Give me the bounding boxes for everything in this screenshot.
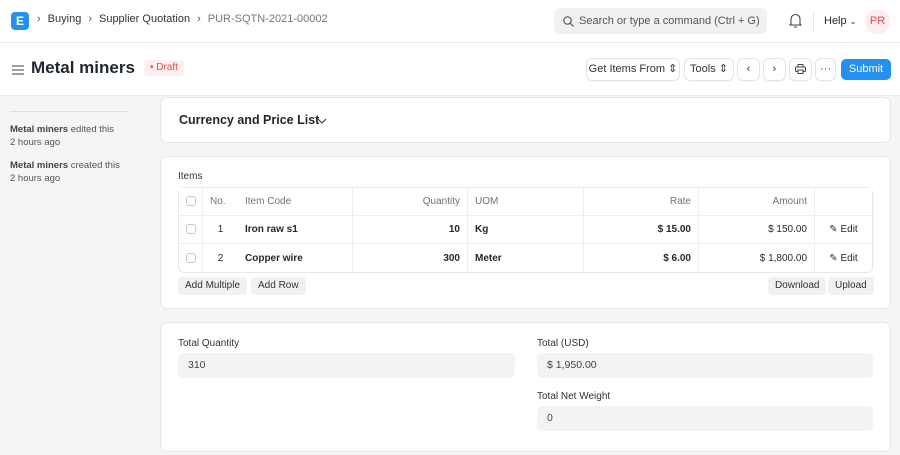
col-uom: UOM — [468, 188, 584, 216]
get-items-from-button[interactable]: Get Items From ⇕ — [587, 59, 679, 80]
cell-quantity[interactable]: 300 — [353, 244, 468, 272]
col-no: No. — [203, 188, 238, 216]
col-actions — [815, 188, 872, 216]
cell-rate[interactable]: $ 6.00 — [584, 244, 699, 272]
total-field: $ 1,950.00 — [537, 353, 873, 378]
print-button[interactable] — [790, 59, 811, 80]
hamburger-icon[interactable] — [12, 65, 24, 75]
currency-section[interactable]: Currency and Price List — [160, 97, 891, 143]
bell-icon[interactable] — [789, 13, 802, 28]
activity-time: 2 hours ago — [10, 173, 61, 184]
cell-item-code[interactable]: Iron raw s1 — [238, 216, 353, 244]
cell-quantity[interactable]: 10 — [353, 216, 468, 244]
table-header: No. Item Code Quantity UOM Rate Amount — [179, 188, 872, 216]
edit-row-button[interactable]: ✎ Edit — [815, 244, 872, 272]
search-input[interactable]: Search or type a command (Ctrl + G) — [554, 8, 767, 34]
breadcrumb-supplier-quotation[interactable]: Supplier Quotation — [98, 13, 191, 25]
chevron-down-icon[interactable] — [317, 118, 327, 125]
tools-button[interactable]: Tools ⇕ — [685, 59, 733, 80]
breadcrumb-document: PUR-SQTN-2021-00002 — [207, 13, 328, 25]
cell-item-code[interactable]: Copper wire — [238, 244, 353, 272]
row-no: 2 — [217, 252, 224, 264]
col-rate: Rate — [584, 188, 699, 216]
edit-label: Edit — [840, 252, 858, 264]
chevron-right-icon: › — [37, 13, 41, 25]
upload-button[interactable]: Upload — [828, 277, 874, 295]
activity-action: edited this — [70, 124, 115, 135]
net-weight-field: 0 — [537, 406, 873, 431]
total-quantity-field: 310 — [178, 353, 515, 378]
edit-label: Edit — [840, 224, 858, 235]
row-checkbox[interactable] — [186, 224, 196, 235]
search-placeholder: Search or type a command (Ctrl + G) — [579, 15, 760, 27]
search-icon — [563, 16, 574, 27]
add-multiple-button[interactable]: Add Multiple — [178, 277, 248, 295]
table-row[interactable]: 1 Iron raw s1 10 Kg $ 15.00 $ 150.00 ✎ E… — [179, 216, 872, 244]
status-label: Draft — [156, 62, 178, 73]
sidebar-divider — [10, 111, 128, 112]
total-quantity-label: Total Quantity — [178, 338, 240, 349]
col-amount: Amount — [699, 188, 815, 216]
download-button[interactable]: Download — [768, 277, 827, 295]
col-item-code: Item Code — [238, 188, 353, 216]
get-items-label: Get Items From — [588, 63, 666, 75]
chevron-right-icon: › — [772, 63, 777, 75]
section-title: Currency and Price List — [179, 113, 320, 127]
add-row-button[interactable]: Add Row — [251, 277, 306, 295]
activity-user[interactable]: Metal miners — [10, 160, 69, 171]
totals-section — [160, 322, 891, 452]
activity-item: Metal miners edited this 2 hours ago — [10, 123, 114, 149]
row-checkbox[interactable] — [186, 252, 196, 263]
previous-button[interactable]: ‹ — [738, 59, 759, 80]
page-title: Metal miners — [31, 58, 135, 77]
activity-time: 2 hours ago — [10, 137, 61, 148]
submit-button[interactable]: Submit — [841, 59, 891, 80]
help-menu[interactable]: Help ⌄ — [824, 15, 856, 27]
cell-rate[interactable]: $ 15.00 — [584, 216, 699, 244]
chevron-left-icon: ‹ — [746, 63, 751, 75]
row-no: 1 — [203, 216, 238, 244]
pencil-icon: ✎ — [829, 252, 838, 264]
tools-label: Tools — [690, 63, 716, 75]
page-head: Metal miners • Draft Get Items From ⇕ To… — [0, 43, 900, 96]
chevron-right-icon: › — [88, 13, 92, 25]
select-all-checkbox[interactable] — [186, 196, 196, 207]
activity-action: created this — [70, 160, 120, 171]
items-table: No. Item Code Quantity UOM Rate Amount 1… — [178, 187, 873, 273]
pencil-icon: ✎ — [829, 224, 838, 235]
printer-icon — [795, 64, 806, 74]
table-row[interactable]: 2 Copper wire 300 Meter $ 6.00 $ 1,800.0… — [179, 244, 872, 272]
cell-uom[interactable]: Meter — [468, 244, 584, 272]
cell-uom[interactable]: Kg — [468, 216, 584, 244]
navbar: E › Buying › Supplier Quotation › PUR-SQ… — [0, 0, 900, 43]
more-icon: ··· — [820, 63, 831, 75]
chevron-down-icon: ⌄ — [849, 17, 857, 26]
more-button[interactable]: ··· — [816, 59, 835, 80]
app-logo[interactable]: E — [11, 12, 29, 30]
items-label: Items — [178, 171, 203, 182]
breadcrumb-buying[interactable]: Buying — [47, 13, 82, 25]
activity-item: Metal miners created this 2 hours ago — [10, 159, 120, 185]
activity-user[interactable]: Metal miners — [10, 124, 69, 135]
col-quantity: Quantity — [353, 188, 468, 216]
edit-row-button[interactable]: ✎ Edit — [815, 216, 872, 244]
next-button[interactable]: › — [764, 59, 785, 80]
status-badge: • Draft — [143, 60, 184, 76]
breadcrumb: › Buying › Supplier Quotation › PUR-SQTN… — [37, 13, 328, 25]
divider — [813, 11, 814, 31]
title-row: Metal miners • Draft — [31, 58, 184, 78]
cell-amount: $ 1,800.00 — [699, 244, 815, 272]
net-weight-label: Total Net Weight — [537, 391, 611, 402]
avatar[interactable]: PR — [865, 9, 890, 34]
help-label: Help — [824, 15, 847, 27]
chevron-right-icon: › — [197, 13, 201, 25]
total-label: Total (USD) — [537, 338, 589, 349]
cell-amount: $ 150.00 — [699, 216, 815, 244]
